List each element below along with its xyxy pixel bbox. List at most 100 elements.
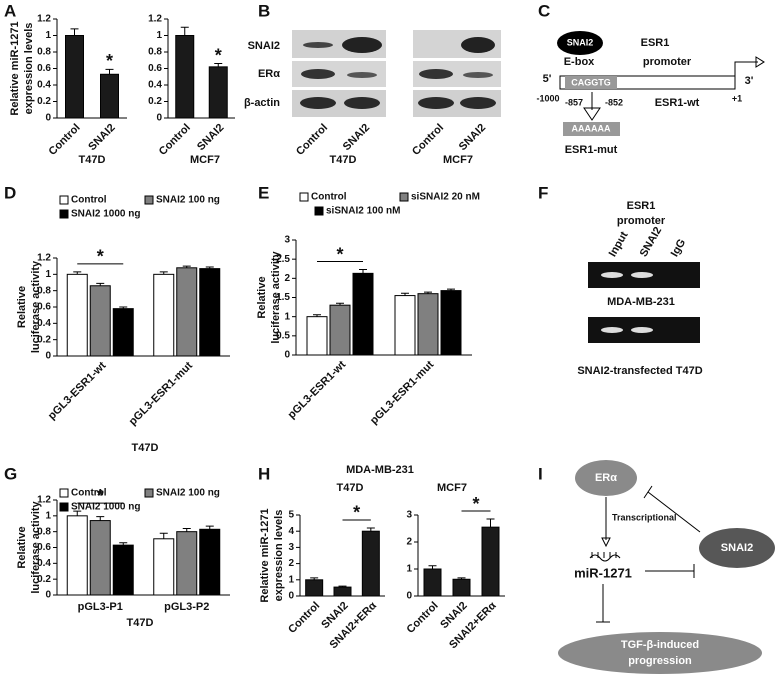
band [300, 97, 336, 109]
blot-row-label: β-actin [244, 97, 280, 109]
error-bar [336, 302, 344, 306]
y-tick-label: 0.2 [37, 574, 51, 585]
band [460, 97, 496, 109]
significance: * [215, 45, 222, 65]
bar [440, 290, 462, 356]
x-axis-label: T47D [127, 617, 154, 629]
legend-label: SNAI2 1000 ng [71, 502, 140, 513]
node-label: miR-1271 [574, 565, 632, 580]
legend-label: siSNAI2 100 nM [326, 206, 400, 217]
panel-label: C [538, 1, 550, 20]
significance: * [97, 247, 104, 267]
bar [208, 66, 228, 119]
bar [100, 73, 119, 119]
error-bar [105, 68, 114, 75]
x-tick-label: pGL3-ESR1-wt [286, 358, 349, 421]
y-tick-label: 0.4 [148, 80, 162, 91]
band [418, 97, 454, 109]
y-tick-label: 0 [156, 113, 162, 124]
band [463, 72, 493, 78]
mut-label: ESR1-mut [565, 144, 618, 156]
y-tick-label: 5 [288, 510, 294, 521]
y-tick-label: 0.6 [37, 542, 51, 553]
y-tick-label: 0 [45, 590, 51, 601]
legend-swatch [59, 502, 69, 512]
y-tick-label: 1 [45, 510, 51, 521]
legend-label: Control [71, 488, 107, 499]
inhibition [643, 485, 701, 533]
legend-swatch [299, 192, 309, 202]
pathway-diagram: ERα Transcriptional SNAI2 miR-1271 TGF-β… [558, 460, 775, 674]
y-tick-label: 0.8 [37, 285, 51, 296]
error-bar [313, 314, 321, 317]
y-axis-label: Relative [16, 526, 28, 568]
y-tick-label: 0.6 [148, 63, 162, 74]
y-tick-label: 0.8 [37, 47, 51, 58]
error-bar [486, 518, 495, 528]
band [419, 69, 453, 79]
x-tick-label: Control [157, 122, 193, 158]
bar [452, 578, 471, 597]
node-label: TGF-β-induced [621, 639, 699, 651]
bar [153, 538, 175, 596]
panel-label: I [538, 464, 543, 483]
y-tick-label: 4 [288, 526, 294, 537]
gel-band [601, 327, 623, 333]
legend-swatch [144, 488, 154, 498]
y-tick-label: 0.5 [276, 330, 290, 341]
y-tick-label: 0 [288, 591, 294, 602]
error-bar [73, 271, 82, 275]
legend-swatch [59, 195, 69, 205]
tss-arrow [734, 61, 758, 76]
lane-label: SNAI2 [341, 122, 372, 153]
error-bar [205, 266, 214, 269]
error-bar [96, 282, 105, 286]
error-bar [401, 292, 409, 296]
error-bar [214, 63, 223, 67]
legend-label: siSNAI2 20 nM [411, 192, 480, 203]
y-tick-label: 0 [406, 591, 412, 602]
legend-swatch [59, 209, 69, 219]
x-axis-label: T47D [79, 154, 106, 166]
mutation-arrowhead [583, 107, 601, 121]
bar [423, 568, 442, 597]
y-tick-label: 3 [288, 542, 294, 553]
x-tick-label: SNAI2 [195, 122, 226, 153]
factor-oval [557, 31, 603, 55]
error-bar [119, 306, 128, 309]
chart-title: MCF7 [437, 482, 467, 494]
y-tick-label: 1.2 [37, 253, 51, 264]
band [342, 37, 382, 53]
y-axis-label: luciferase activity [30, 500, 42, 593]
y-tick-label: 1.5 [276, 292, 290, 303]
mutant-box [563, 122, 620, 136]
error-bar [310, 577, 319, 580]
x-tick-label: pGL3-ESR1-wt [46, 359, 109, 422]
y-tick-label: 0.6 [37, 302, 51, 313]
error-bar [366, 527, 375, 532]
promoter-diagram: SNAI2 E-box ESR1 promoter 5' 3' CAGGTG -… [536, 31, 765, 156]
legend-swatch [59, 488, 69, 498]
bar [66, 273, 88, 357]
y-tick-label: 0.2 [148, 96, 162, 107]
band [347, 72, 377, 78]
error-bar [159, 532, 168, 539]
bar [65, 35, 84, 119]
position-label: +1 [732, 93, 742, 103]
end-label: 5' [543, 73, 552, 85]
x-axis-label: T47D [132, 442, 159, 454]
cell-line-label: MCF7 [443, 154, 473, 166]
edge-label: Transcriptional [612, 512, 677, 522]
error-bar [96, 516, 105, 521]
y-tick-label: 0.8 [37, 526, 51, 537]
panel-label: H [258, 464, 270, 483]
x-tick-label: pGL3-ESR1-mut [127, 359, 195, 427]
band [303, 42, 333, 48]
y-tick-label: 3 [406, 510, 412, 521]
y-axis-label: luciferase activity [30, 260, 42, 353]
y-tick-label: 0.2 [37, 96, 51, 107]
panel-label: D [4, 183, 16, 202]
bar [417, 293, 439, 356]
element-label: E-box [564, 56, 595, 68]
